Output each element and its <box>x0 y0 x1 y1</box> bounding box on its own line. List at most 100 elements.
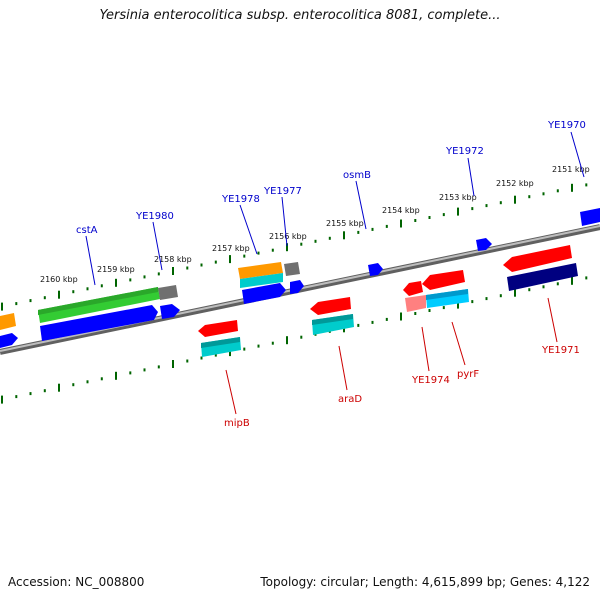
major-tick <box>514 288 516 297</box>
tick-label: 2159 kbp <box>97 265 135 274</box>
minor-tick <box>243 347 246 351</box>
minor-tick <box>556 282 559 286</box>
major-tick <box>58 383 60 392</box>
minor-tick <box>15 302 18 306</box>
label-YE1970: YE1970 <box>547 120 586 131</box>
gene-YE1971-2 <box>507 263 578 291</box>
label-YE1977: YE1977 <box>263 186 302 197</box>
minor-tick <box>528 195 531 199</box>
minor-tick <box>300 242 303 246</box>
major-tick <box>115 278 117 287</box>
major-tick <box>58 290 60 299</box>
label-YE1974: YE1974 <box>411 375 450 386</box>
major-tick <box>1 395 3 404</box>
minor-tick <box>200 356 203 360</box>
gene-YE1972 <box>476 238 492 251</box>
gene-grey <box>284 262 300 276</box>
minor-tick <box>257 344 260 348</box>
minor-tick <box>357 230 360 234</box>
gene-pyrF-3-top <box>426 289 468 300</box>
minor-tick <box>157 272 160 276</box>
minor-tick <box>328 236 331 240</box>
major-tick <box>115 371 117 380</box>
gene-labels-below: YE1971 pyrF YE1974 araD mipB <box>224 297 580 429</box>
gene-arrow <box>0 313 16 330</box>
tick-label: 2158 kbp <box>154 255 192 264</box>
minor-tick <box>186 266 189 270</box>
label-YE1980: YE1980 <box>135 211 174 222</box>
minor-tick <box>243 254 246 258</box>
figure-title: Yersinia enterocolitica subsp. enterocol… <box>99 8 501 23</box>
minor-tick <box>86 287 89 291</box>
genes-forward <box>0 208 600 348</box>
tick-label: 2157 kbp <box>212 244 250 253</box>
minor-tick <box>214 260 217 264</box>
label-osmB: osmB <box>343 170 371 181</box>
minor-tick <box>72 383 75 387</box>
tick-label: 2160 kbp <box>40 275 78 284</box>
gene-mipB-2-top <box>201 337 240 348</box>
gene-cstA-top <box>38 287 158 315</box>
label-araD: araD <box>338 394 362 405</box>
gene-YE1971 <box>503 245 572 272</box>
gene-pyrF <box>422 270 465 290</box>
gene-arrow <box>238 262 283 279</box>
minor-tick <box>143 368 146 372</box>
tick-label: 2154 kbp <box>382 206 420 215</box>
minor-tick <box>200 263 203 267</box>
major-tick <box>343 231 345 240</box>
lower-scale-track <box>1 276 588 404</box>
minor-tick <box>371 320 374 324</box>
gene-YE1970 <box>580 208 600 226</box>
minor-tick <box>100 284 103 288</box>
gene-labels-above: YE1970 YE1972 osmB YE1977 YE1978 YE1980 … <box>76 120 586 286</box>
gene-osmB <box>368 263 383 276</box>
major-tick <box>571 276 573 285</box>
label-YE1978: YE1978 <box>221 194 260 205</box>
major-tick <box>400 219 402 228</box>
major-tick <box>457 207 459 216</box>
tick-label: 2156 kbp <box>269 232 307 241</box>
minor-tick <box>414 312 417 315</box>
gene-grey <box>158 285 178 300</box>
genes-reverse <box>198 245 578 357</box>
gene-arrow <box>240 273 283 288</box>
minor-tick <box>485 297 488 301</box>
minor-tick <box>157 365 160 369</box>
gene-arrow <box>40 305 158 341</box>
minor-tick <box>271 341 274 345</box>
minor-tick <box>257 251 260 255</box>
label-cstA: cstA <box>76 225 98 236</box>
minor-tick <box>214 353 217 357</box>
minor-tick <box>29 392 32 396</box>
tick-label: 2152 kbp <box>496 179 534 188</box>
minor-tick <box>15 395 18 399</box>
major-tick <box>172 267 174 275</box>
gene-arrow <box>160 304 180 319</box>
gene-YE1974 <box>403 281 423 296</box>
gene-pyrF-2 <box>405 295 426 312</box>
minor-tick <box>442 306 445 310</box>
gene-mipB <box>198 320 238 337</box>
major-tick <box>1 302 3 311</box>
minor-tick <box>428 216 431 219</box>
minor-tick <box>414 219 417 222</box>
minor-tick <box>428 309 431 312</box>
minor-tick <box>129 278 132 282</box>
major-tick <box>400 312 402 321</box>
minor-tick <box>143 275 146 279</box>
label-YE1972: YE1972 <box>445 146 484 157</box>
minor-tick <box>100 377 103 381</box>
gene-arrow <box>290 280 304 294</box>
minor-tick <box>86 380 89 384</box>
minor-tick <box>43 389 46 393</box>
minor-tick <box>271 248 274 252</box>
minor-tick <box>556 189 559 193</box>
major-tick <box>172 360 174 368</box>
topology-summary: Topology: circular; Length: 4,615,899 bp… <box>260 575 590 589</box>
minor-tick <box>72 290 75 294</box>
label-YE1971: YE1971 <box>541 345 580 356</box>
minor-tick <box>499 201 502 205</box>
